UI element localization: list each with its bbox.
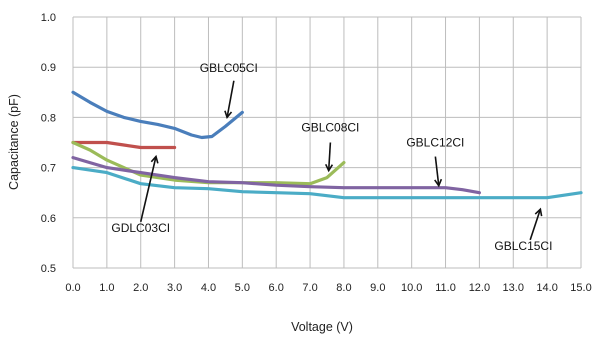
- x-tick-label: 0.0: [65, 282, 80, 294]
- series-line-gblc12ci: [71, 156, 481, 195]
- x-tick-label: 14.0: [536, 282, 557, 294]
- annotation-arrow-gblc12ci: [434, 156, 440, 186]
- y-tick-label: 0.7: [41, 163, 56, 175]
- annotation-arrowhead-gblc08ci: [324, 163, 334, 173]
- y-tick-label: 0.9: [41, 62, 56, 74]
- annotation-arrow-gblc08ci: [327, 142, 332, 171]
- annotation-arrow-gdlc03ci: [139, 156, 157, 222]
- x-tick-label: 9.0: [370, 282, 385, 294]
- y-tick-label: 1.0: [41, 12, 56, 24]
- x-tick-label: 3.0: [167, 282, 182, 294]
- x-tick-label: 1.0: [99, 282, 114, 294]
- x-tick-label: 11.0: [435, 282, 456, 294]
- annotation-label-gblc12ci: GBLC12CI: [406, 136, 464, 150]
- grid: [72, 16, 582, 269]
- y-tick-label: 0.8: [41, 112, 56, 124]
- annotation-arrowhead-gblc12ci: [434, 178, 443, 188]
- annotation-label-gdlc03ci: GDLC03CI: [111, 221, 170, 235]
- annotation-label-gblc15ci: GBLC15CI: [494, 239, 552, 253]
- x-tick-label: 2.0: [133, 282, 148, 294]
- annotation-arrowhead-gblc15ci: [534, 207, 543, 217]
- x-tick-label: 8.0: [336, 282, 351, 294]
- x-tick-label: 5.0: [235, 282, 250, 294]
- series-line-gblc05ci: [71, 90, 244, 140]
- x-tick-label: 4.0: [201, 282, 216, 294]
- annotation-arrow-gblc15ci: [529, 209, 542, 241]
- x-tick-label: 6.0: [269, 282, 284, 294]
- annotation-arrow-gblc05ci: [226, 80, 235, 118]
- y-axis-title: Capacitance (pF): [7, 94, 21, 190]
- y-tick-label: 0.5: [41, 263, 56, 275]
- annotation-label-gblc08ci: GBLC08CI: [301, 120, 359, 134]
- x-tick-label: 12.0: [469, 282, 490, 294]
- series-layer: [71, 90, 583, 200]
- annotation-label-gblc05ci: GBLC05CI: [200, 61, 258, 75]
- y-tick-label: 0.6: [41, 213, 56, 225]
- annotation-arrowhead-gblc05ci: [224, 110, 233, 120]
- x-tick-label: 13.0: [503, 282, 524, 294]
- annotation-arrowhead-gdlc03ci: [150, 154, 159, 164]
- series-line-gblc08ci: [71, 140, 346, 186]
- x-tick-label: 10.0: [401, 282, 422, 294]
- x-axis-title: Voltage (V): [291, 320, 353, 334]
- annotations: GBLC05CI GBLC08CI GBLC12CI GDLC03CI GBLC15CI: [111, 61, 552, 253]
- x-tick-label: 7.0: [302, 282, 317, 294]
- series-line-gblc15ci: [71, 166, 583, 200]
- x-tick-label: 15.0: [570, 282, 591, 294]
- y-tick-labels: 0.5 0.6 0.7 0.8 0.9 1.0: [41, 12, 56, 275]
- x-tick-labels: 0.0 1.0 2.0 3.0 4.0 5.0 6.0 7.0 8.0 9.0 10.0 11.0 12…: [65, 282, 591, 294]
- series-line-gdlc03ci: [71, 140, 177, 150]
